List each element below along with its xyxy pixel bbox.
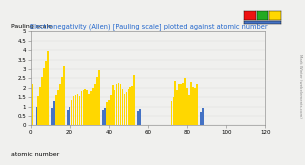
Bar (182, 82, 184, 125)
Bar (194, 88, 196, 125)
Bar (186, 88, 188, 125)
Bar (51, 108, 53, 125)
Bar (75, 95, 76, 125)
Bar (32, 84, 33, 125)
Bar (120, 84, 121, 125)
Bar (71, 100, 72, 125)
Bar (81, 91, 82, 125)
Bar (196, 84, 198, 125)
Bar (130, 87, 131, 125)
Bar (84, 89, 86, 125)
Bar (77, 94, 78, 125)
Bar (118, 82, 119, 125)
Text: Mark Winter (webelements.com): Mark Winter (webelements.com) (298, 54, 303, 118)
Bar (188, 95, 190, 125)
Bar (94, 84, 96, 125)
Bar (139, 109, 141, 125)
Bar (114, 90, 116, 125)
Bar (178, 84, 180, 125)
Bar (36, 107, 37, 125)
Bar (55, 95, 57, 125)
Bar (47, 50, 49, 125)
Bar (92, 88, 94, 125)
Bar (202, 108, 203, 125)
Bar (69, 107, 70, 125)
Bar (133, 75, 135, 125)
Bar (122, 89, 123, 125)
Bar (45, 61, 47, 125)
Bar (90, 91, 92, 125)
Bar (184, 78, 186, 125)
Bar (190, 82, 192, 125)
Text: Pauling scale: Pauling scale (11, 24, 52, 30)
Text: atomic number: atomic number (11, 152, 59, 157)
Bar (106, 102, 108, 125)
Bar (112, 85, 113, 125)
Bar (59, 84, 61, 125)
Bar (131, 86, 133, 125)
Bar (38, 96, 39, 125)
Bar (200, 112, 202, 125)
Bar (124, 94, 125, 125)
Bar (192, 87, 194, 125)
Bar (61, 77, 63, 125)
Bar (79, 96, 80, 125)
Bar (126, 92, 127, 125)
Bar (102, 110, 104, 125)
Bar (127, 89, 129, 125)
Bar (174, 81, 176, 125)
Bar (177, 90, 178, 125)
Bar (170, 101, 172, 125)
Bar (57, 90, 59, 125)
Bar (73, 96, 74, 125)
Bar (41, 77, 43, 125)
Bar (96, 77, 98, 125)
Bar (180, 84, 182, 125)
Bar (110, 95, 112, 125)
Bar (104, 108, 106, 125)
Text: Electronegativity (Allen) [Pauling scale] plotted against atomic number: Electronegativity (Allen) [Pauling scale… (30, 24, 268, 30)
Bar (88, 94, 90, 125)
Bar (43, 68, 45, 125)
Bar (83, 90, 84, 125)
Bar (67, 110, 69, 125)
Bar (108, 100, 109, 125)
Bar (98, 70, 100, 125)
Bar (39, 87, 41, 125)
Bar (137, 111, 139, 125)
Bar (53, 101, 55, 125)
Bar (63, 66, 65, 125)
Bar (116, 84, 117, 125)
Bar (86, 90, 88, 125)
Bar (173, 97, 174, 125)
